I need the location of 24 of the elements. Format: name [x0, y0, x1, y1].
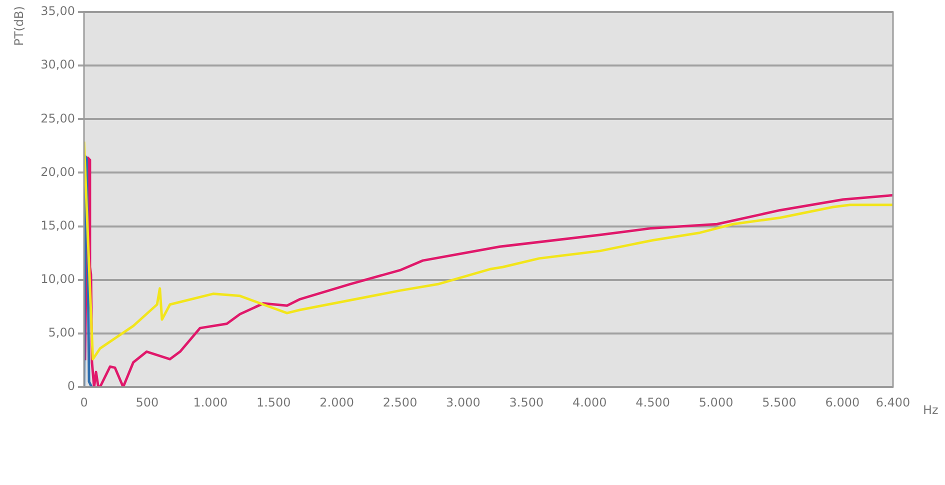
x-tick-label: 2.000 [320, 395, 354, 410]
x-tick-label: 6.000 [825, 395, 860, 410]
x-tick-label: 3.500 [509, 395, 544, 410]
x-tick-label: 2.500 [382, 395, 418, 410]
y-tick-label: 10,00 [40, 272, 75, 286]
x-tick-label: 6.400 [876, 395, 910, 410]
y-axis-title: PT(dB) [12, 6, 26, 46]
y-tick-label: 5,00 [48, 326, 75, 340]
x-tick-label: 5.000 [698, 395, 734, 410]
y-tick-label: 30,00 [40, 58, 75, 72]
y-tick-label: 0 [67, 379, 75, 394]
x-tick-label: 1.500 [256, 395, 291, 410]
x-tick-label: 5.500 [762, 395, 796, 410]
x-tick-label: 500 [136, 395, 159, 410]
y-tick-label: 35,00 [40, 4, 75, 18]
x-tick-label: 1.000 [193, 395, 228, 410]
x-axis-title: Hz [923, 403, 938, 418]
x-tick-label: 4.000 [572, 395, 607, 410]
x-tick-label: 4.500 [636, 395, 670, 410]
x-tick-label: 0 [80, 395, 88, 410]
y-tick-label: 25,00 [40, 111, 75, 126]
x-tick-label: 3.000 [446, 395, 480, 410]
y-tick-label: 15,00 [40, 218, 75, 232]
y-tick-label: 20,00 [40, 164, 75, 179]
